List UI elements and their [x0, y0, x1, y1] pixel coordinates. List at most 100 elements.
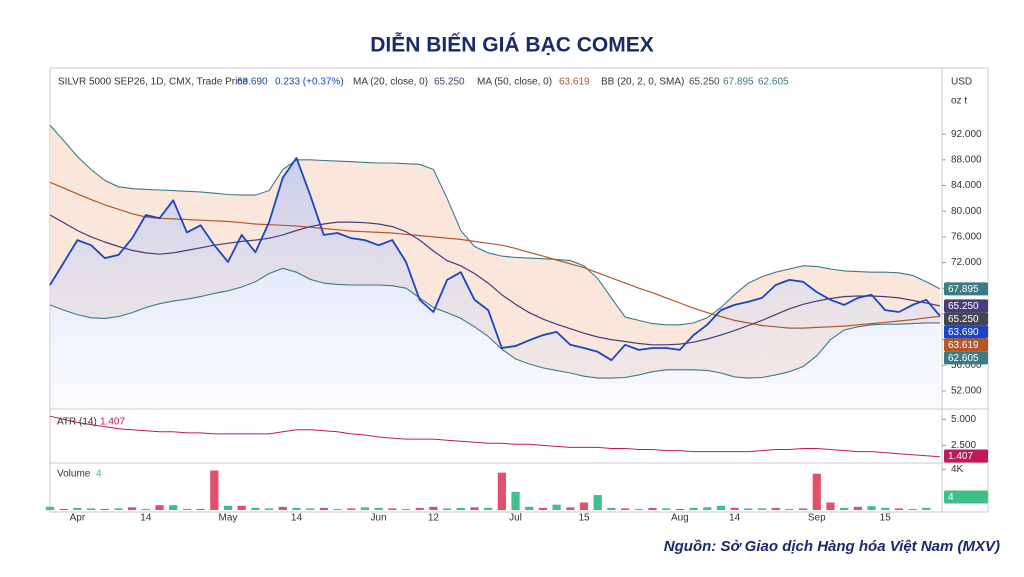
- unit-sub: oz t: [951, 96, 967, 107]
- price-tag-bg: [944, 351, 988, 365]
- x-tick-label: Aug: [671, 513, 689, 524]
- y-tick-label: 2.500: [951, 440, 976, 451]
- volume-bar: [497, 472, 506, 510]
- volume-bar: [620, 508, 630, 510]
- price-tag: 63.690: [944, 325, 988, 339]
- volume-bar: [579, 502, 589, 510]
- price-tag-bg: [944, 312, 988, 326]
- price-tag: 63.619: [944, 338, 988, 352]
- volume-bar: [716, 505, 726, 510]
- volume-bar: [771, 507, 780, 510]
- volume-bar: [470, 507, 479, 510]
- volume-bar: [648, 507, 657, 510]
- volume-bar: [812, 473, 821, 510]
- volume-bar: [798, 508, 808, 510]
- y-tick-label: 56.000: [951, 360, 982, 371]
- legend-value: 65.250: [434, 77, 465, 88]
- volume-bar: [306, 508, 315, 510]
- price-tag-bg: [944, 299, 988, 313]
- legend-symbol: SILVR 5000 SEP26, 1D, CMX, Trade Price: [58, 77, 248, 88]
- volume-bar: [922, 507, 931, 510]
- price-tag-label: 1.407: [948, 451, 973, 462]
- legend-bb: BB (20, 2, 0, SMA): [601, 77, 684, 88]
- atr-line: [49, 415, 941, 458]
- ma-line: [49, 214, 941, 346]
- legend-value: 63.619: [559, 77, 590, 88]
- volume-bar: [169, 505, 178, 510]
- volume-bar: [59, 508, 68, 510]
- legend-change: 0.233 (+0.37%): [275, 77, 344, 88]
- volume-bar: [415, 507, 424, 510]
- volume-bar: [100, 508, 109, 510]
- volume-bar: [210, 470, 219, 510]
- volume-bar: [484, 507, 493, 510]
- volume-bar: [196, 508, 205, 510]
- price-tag: 62.605: [944, 351, 988, 365]
- y-tick-label: 76.000: [951, 232, 982, 243]
- y-tick-label: 92.000: [951, 129, 982, 140]
- price-tag-label: 4: [948, 492, 954, 503]
- indicator-name: Volume: [57, 469, 91, 480]
- x-tick-label: Apr: [70, 513, 86, 524]
- volume-bar: [264, 508, 274, 510]
- price-line: [49, 157, 941, 362]
- price-tag-label: 65.250: [948, 314, 979, 325]
- volume-bar: [675, 508, 684, 510]
- volume-bar: [881, 507, 890, 510]
- volume-bar: [840, 507, 849, 510]
- ma-line: [49, 181, 941, 329]
- volume-bar: [442, 508, 452, 510]
- price-tag-label: 63.690: [948, 327, 979, 338]
- x-tick-label: May: [219, 513, 238, 524]
- x-tick-label: 14: [291, 513, 303, 524]
- volume-bar: [744, 508, 753, 510]
- volume-bar: [155, 505, 164, 510]
- atr-tag: 1.407: [944, 449, 988, 463]
- x-tick-label: Jul: [509, 513, 522, 524]
- band-upper: [49, 124, 941, 326]
- y-tick-label: 5.000: [951, 414, 976, 425]
- volume-bar: [703, 507, 712, 510]
- price-tag: 67.895: [944, 282, 988, 296]
- legend-ma50: MA (50, close, 0): [477, 77, 552, 88]
- volume-bar: [347, 508, 356, 510]
- x-tick-label: Jun: [371, 513, 387, 524]
- x-tick-label: 15: [578, 513, 590, 524]
- volume-bar: [128, 507, 137, 510]
- volume-bar: [785, 508, 794, 510]
- y-tick-label: 88.000: [951, 154, 982, 165]
- volume-bar: [237, 505, 246, 510]
- volume-bar: [552, 504, 561, 510]
- legend-value: 62.605: [758, 77, 789, 88]
- volume-bar: [566, 507, 575, 510]
- volume-bar: [86, 508, 96, 510]
- volume-bar: [908, 508, 917, 510]
- volume-bar: [662, 508, 671, 510]
- volume-bar: [401, 508, 411, 510]
- price-tag-bg: [944, 338, 988, 352]
- volume-bar: [525, 506, 534, 510]
- volume-bar: [251, 507, 260, 510]
- volume-bar: [223, 505, 233, 510]
- volume-bar: [867, 506, 876, 510]
- unit: USD: [951, 77, 972, 88]
- volume-bar: [73, 507, 82, 510]
- volume-bar: [292, 507, 301, 510]
- volume-bar: [894, 508, 904, 510]
- x-tick-label: 14: [140, 513, 152, 524]
- band-lower: [49, 267, 940, 379]
- legend-value: 67.895: [723, 77, 754, 88]
- volume-bar: [593, 495, 602, 510]
- x-tick-label: 15: [880, 513, 892, 524]
- volume-bar: [114, 508, 123, 510]
- volume-bar: [689, 507, 698, 510]
- volume-bar: [45, 506, 55, 510]
- price-tag-bg: [944, 490, 988, 504]
- indicator-name: ATR (14): [57, 417, 97, 428]
- volume-bar: [429, 506, 438, 510]
- x-tick-label: Sep: [808, 513, 826, 524]
- volume-bar: [319, 507, 328, 510]
- y-tick-label: 84.000: [951, 180, 982, 191]
- volume-bar: [730, 507, 739, 510]
- price-tag-bg: [944, 282, 988, 296]
